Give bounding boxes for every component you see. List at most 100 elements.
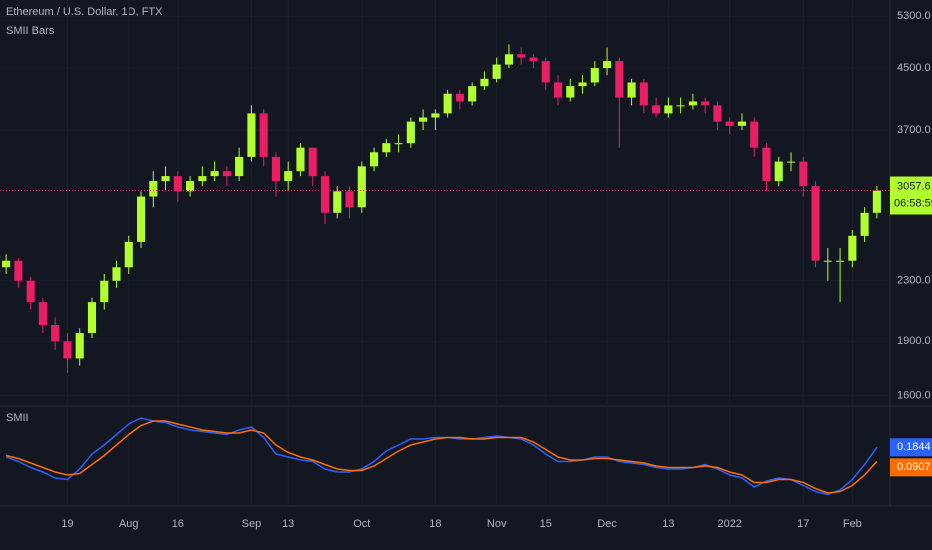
candle-body <box>492 64 501 79</box>
candle-body <box>357 166 366 208</box>
candle-body <box>308 147 317 177</box>
candle-body <box>799 161 808 187</box>
candle-body <box>664 105 673 114</box>
candle-body <box>529 57 538 62</box>
candle-body <box>26 280 35 303</box>
candle-body <box>553 82 563 98</box>
candle-body <box>259 113 268 157</box>
indicator-name: SMII Bars <box>6 25 55 37</box>
indicator-value-label: 0.1844 <box>897 441 931 453</box>
x-tick-label: 15 <box>540 518 552 530</box>
candle-body <box>639 82 648 106</box>
candle-body <box>370 152 379 167</box>
y-tick-label: 2300.0 <box>897 275 931 287</box>
candle-body <box>713 105 722 122</box>
candle-body <box>124 241 133 268</box>
candle-body <box>823 260 832 262</box>
candle-body <box>173 176 182 192</box>
candle-body <box>63 341 72 359</box>
candle-body <box>652 105 661 114</box>
candle-body <box>186 181 195 192</box>
candle-body <box>222 171 231 177</box>
candle-body <box>836 260 845 262</box>
x-tick-label: 19 <box>61 518 73 530</box>
indicator-line <box>5 420 878 494</box>
candle-body <box>811 186 820 261</box>
candle-body <box>517 54 526 58</box>
candle-body <box>271 156 280 182</box>
y-tick-label: 1900.0 <box>897 335 931 347</box>
candle-body <box>676 105 685 107</box>
last-price-box <box>890 176 932 215</box>
y-tick-label: 5300.0 <box>897 10 931 22</box>
x-tick-label: 2022 <box>717 518 741 530</box>
candle-body <box>100 280 109 303</box>
candle-body <box>455 93 464 102</box>
candle-body <box>725 121 734 126</box>
candle-body <box>431 113 440 118</box>
x-tick-label: Nov <box>487 518 507 530</box>
candle-body <box>615 61 624 98</box>
y-tick-label: 4500.0 <box>897 62 931 74</box>
x-tick-label: Oct <box>353 518 370 530</box>
indicator-value-label: 0.0907 <box>897 461 931 473</box>
candle-body <box>149 181 158 197</box>
candle-body <box>394 143 403 145</box>
candle-body <box>210 171 219 177</box>
candle-body <box>468 86 477 102</box>
candle-body <box>235 156 244 177</box>
candle-body <box>541 61 550 83</box>
candle-body <box>2 260 11 268</box>
candle-body <box>406 121 415 144</box>
candle-body <box>198 176 207 182</box>
candle-body <box>320 176 330 213</box>
candle-body <box>14 260 23 281</box>
last-price-label: 3057.6 <box>897 180 931 192</box>
candle-body <box>774 161 783 182</box>
candle-body <box>247 113 256 157</box>
countdown-label: 06:58:59 <box>894 197 932 209</box>
candle-body <box>603 61 612 69</box>
candle-body <box>750 121 759 148</box>
candle-body <box>762 147 771 182</box>
candle-body <box>627 82 636 98</box>
indicator-value-box <box>890 438 932 457</box>
x-tick-label: Dec <box>597 518 617 530</box>
candle-body <box>87 302 97 334</box>
indicator-pane-title: SMII <box>6 412 29 424</box>
candle-body <box>786 161 796 163</box>
x-tick-label: 13 <box>282 518 294 530</box>
candle-body <box>161 176 170 182</box>
x-tick-label: Sep <box>242 518 262 530</box>
candle-body <box>872 190 881 213</box>
candle-body <box>737 121 747 126</box>
candle-body <box>443 93 452 114</box>
candle-body <box>51 325 60 342</box>
candle-body <box>590 68 599 83</box>
x-tick-label: 18 <box>429 518 441 530</box>
candle-body <box>333 191 342 213</box>
x-tick-label: 13 <box>662 518 674 530</box>
candle-body <box>112 267 121 281</box>
candle-body <box>504 54 513 65</box>
x-tick-label: 17 <box>797 518 809 530</box>
candle-body <box>688 101 697 106</box>
candle-body <box>136 196 146 242</box>
y-tick-label: 3700.0 <box>897 124 931 136</box>
candle-body <box>578 82 587 87</box>
x-tick-label: Aug <box>119 518 139 530</box>
candle-body <box>75 333 84 359</box>
x-tick-label: Feb <box>843 518 862 530</box>
candle-body <box>848 235 857 261</box>
y-tick-label: 1600.0 <box>897 390 931 402</box>
candle-body <box>701 101 710 106</box>
candle-body <box>38 302 47 326</box>
x-tick-label: 16 <box>172 518 184 530</box>
candle-body <box>860 212 869 236</box>
candle-body <box>296 147 305 172</box>
candle-body <box>382 143 391 153</box>
candle-body <box>566 86 575 98</box>
